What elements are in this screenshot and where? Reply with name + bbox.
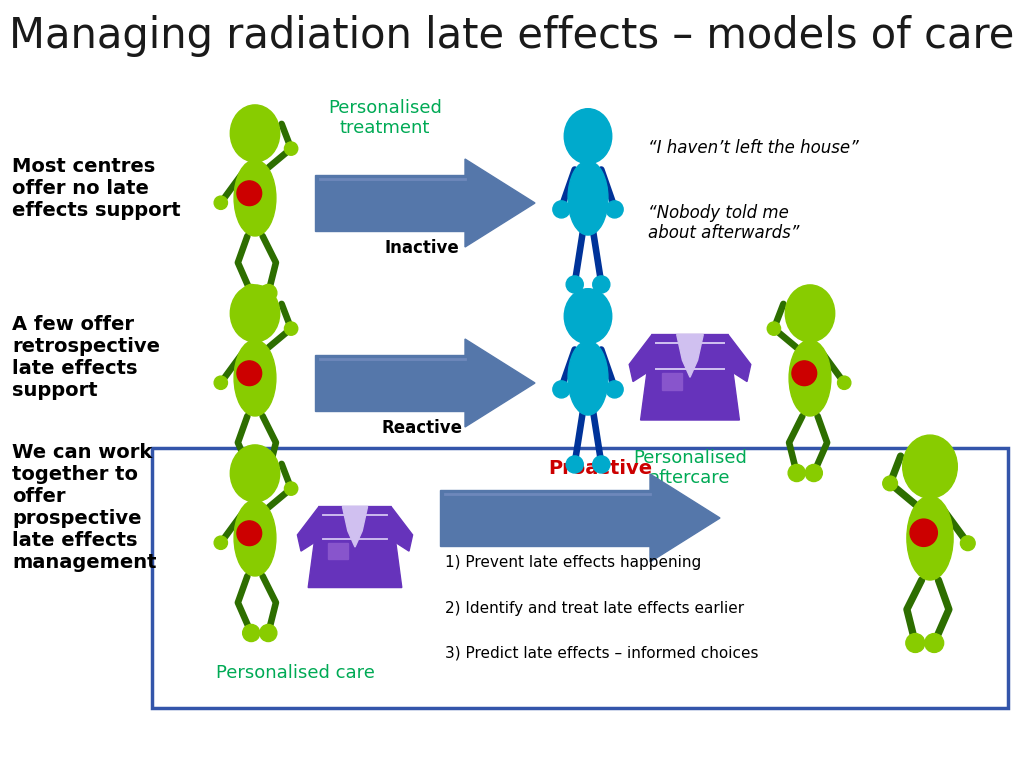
Ellipse shape bbox=[234, 340, 275, 416]
Text: “I haven’t left the house”: “I haven’t left the house” bbox=[648, 139, 859, 157]
Polygon shape bbox=[465, 159, 535, 247]
Circle shape bbox=[237, 181, 262, 206]
Polygon shape bbox=[384, 507, 413, 551]
Circle shape bbox=[285, 482, 298, 495]
Polygon shape bbox=[440, 490, 650, 546]
Circle shape bbox=[566, 276, 584, 293]
Text: 2) Identify and treat late effects earlier: 2) Identify and treat late effects earli… bbox=[445, 601, 744, 615]
Ellipse shape bbox=[230, 105, 280, 162]
Circle shape bbox=[910, 519, 937, 546]
Circle shape bbox=[243, 624, 260, 641]
Circle shape bbox=[260, 465, 276, 482]
Ellipse shape bbox=[564, 289, 611, 344]
Circle shape bbox=[838, 376, 851, 389]
Text: We can work
together to
offer
prospective
late effects
management: We can work together to offer prospectiv… bbox=[12, 443, 157, 572]
Polygon shape bbox=[641, 335, 739, 420]
Circle shape bbox=[767, 322, 780, 336]
Circle shape bbox=[805, 465, 822, 482]
Circle shape bbox=[593, 456, 610, 473]
Ellipse shape bbox=[234, 500, 275, 576]
Circle shape bbox=[214, 196, 227, 210]
Circle shape bbox=[883, 476, 897, 491]
Text: Most centres
offer no late
effects support: Most centres offer no late effects suppo… bbox=[12, 157, 180, 220]
Circle shape bbox=[606, 201, 624, 218]
Circle shape bbox=[553, 381, 570, 398]
Ellipse shape bbox=[903, 435, 957, 498]
Text: Inactive: Inactive bbox=[385, 239, 460, 257]
Polygon shape bbox=[629, 335, 659, 382]
Polygon shape bbox=[315, 175, 465, 231]
FancyBboxPatch shape bbox=[662, 373, 682, 390]
Circle shape bbox=[553, 201, 570, 218]
Circle shape bbox=[243, 284, 260, 302]
Polygon shape bbox=[342, 507, 368, 547]
Circle shape bbox=[214, 536, 227, 549]
Text: A few offer
retrospective
late effects
support: A few offer retrospective late effects s… bbox=[12, 316, 160, 400]
Polygon shape bbox=[315, 355, 465, 411]
Circle shape bbox=[285, 322, 298, 336]
Polygon shape bbox=[721, 335, 751, 382]
Circle shape bbox=[214, 376, 227, 389]
Ellipse shape bbox=[785, 285, 835, 342]
Text: Reactive: Reactive bbox=[382, 419, 463, 437]
Text: Managing radiation late effects – models of care: Managing radiation late effects – models… bbox=[9, 15, 1015, 57]
Circle shape bbox=[237, 521, 262, 545]
Text: 3) Predict late effects – informed choices: 3) Predict late effects – informed choic… bbox=[445, 645, 759, 660]
Circle shape bbox=[925, 634, 944, 653]
Text: Proactive: Proactive bbox=[548, 458, 652, 478]
Text: “Nobody told me
about afterwards”: “Nobody told me about afterwards” bbox=[648, 204, 800, 243]
Circle shape bbox=[961, 536, 975, 551]
Ellipse shape bbox=[907, 496, 953, 580]
Text: Personalised
treatment: Personalised treatment bbox=[328, 98, 442, 137]
Circle shape bbox=[243, 465, 260, 482]
FancyBboxPatch shape bbox=[328, 543, 348, 559]
Circle shape bbox=[593, 276, 610, 293]
Text: 1) Prevent late effects happening: 1) Prevent late effects happening bbox=[445, 555, 701, 571]
Circle shape bbox=[260, 284, 276, 302]
Polygon shape bbox=[677, 335, 703, 377]
FancyBboxPatch shape bbox=[152, 448, 1008, 708]
Polygon shape bbox=[297, 507, 327, 551]
Polygon shape bbox=[308, 507, 401, 588]
Ellipse shape bbox=[230, 445, 280, 502]
Ellipse shape bbox=[230, 285, 280, 342]
Ellipse shape bbox=[568, 161, 608, 235]
Circle shape bbox=[792, 361, 817, 386]
Ellipse shape bbox=[234, 160, 275, 236]
Polygon shape bbox=[465, 339, 535, 427]
Circle shape bbox=[566, 456, 584, 473]
Ellipse shape bbox=[568, 341, 608, 415]
Circle shape bbox=[788, 465, 805, 482]
Ellipse shape bbox=[790, 340, 830, 416]
Circle shape bbox=[606, 381, 624, 398]
Ellipse shape bbox=[564, 109, 611, 164]
Circle shape bbox=[285, 142, 298, 155]
Circle shape bbox=[237, 361, 262, 386]
Polygon shape bbox=[650, 474, 720, 562]
Text: Personalised care: Personalised care bbox=[216, 664, 375, 682]
Text: Personalised
aftercare: Personalised aftercare bbox=[633, 449, 746, 488]
Circle shape bbox=[260, 624, 276, 641]
Circle shape bbox=[906, 634, 925, 653]
